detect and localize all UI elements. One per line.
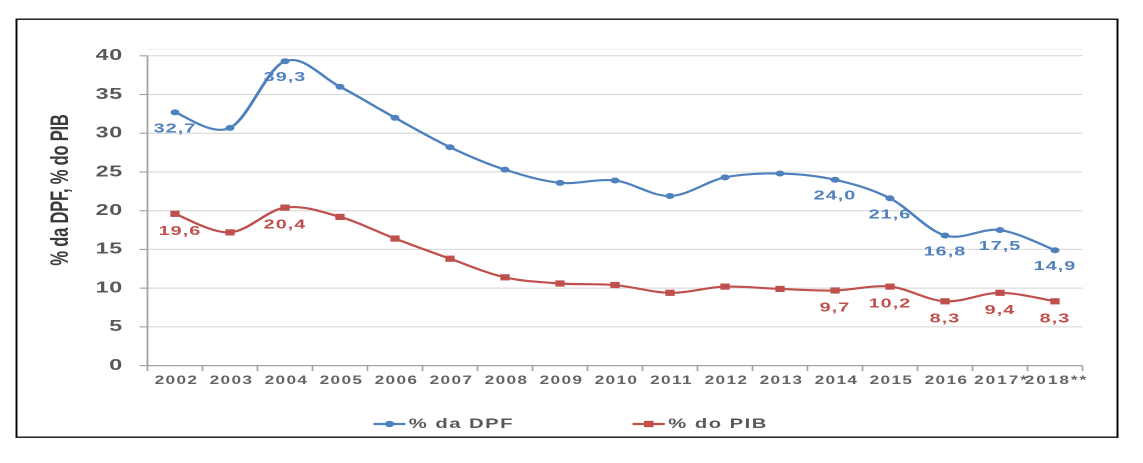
- svg-text:0: 0: [109, 357, 123, 374]
- svg-text:35: 35: [96, 85, 123, 102]
- svg-text:2008: 2008: [485, 375, 529, 388]
- svg-text:14,9: 14,9: [1034, 258, 1077, 273]
- svg-text:2007: 2007: [430, 375, 474, 388]
- svg-text:17,5: 17,5: [979, 238, 1022, 253]
- svg-text:21,6: 21,6: [869, 207, 912, 222]
- svg-text:16,8: 16,8: [924, 244, 967, 259]
- svg-text:15: 15: [96, 240, 123, 257]
- svg-text:10,2: 10,2: [869, 296, 912, 311]
- svg-text:2013: 2013: [760, 375, 804, 388]
- svg-text:2010: 2010: [595, 375, 639, 388]
- svg-text:5: 5: [109, 318, 123, 335]
- svg-text:30: 30: [96, 124, 123, 141]
- svg-text:40: 40: [96, 47, 123, 64]
- svg-text:% da DPF: % da DPF: [409, 415, 514, 431]
- svg-text:32,7: 32,7: [154, 121, 197, 136]
- svg-text:24,0: 24,0: [814, 188, 857, 203]
- svg-text:25: 25: [96, 163, 123, 180]
- svg-text:2003: 2003: [210, 375, 254, 388]
- svg-text:2005: 2005: [320, 375, 364, 388]
- svg-text:39,3: 39,3: [264, 69, 307, 84]
- svg-text:8,3: 8,3: [930, 311, 961, 326]
- svg-text:2012: 2012: [705, 375, 749, 388]
- svg-text:10: 10: [96, 279, 123, 296]
- svg-text:2015: 2015: [870, 375, 914, 388]
- svg-text:20,4: 20,4: [264, 217, 307, 232]
- svg-text:9,4: 9,4: [985, 302, 1016, 317]
- svg-text:2016: 2016: [925, 375, 969, 388]
- svg-text:2004: 2004: [265, 375, 309, 388]
- svg-text:2017*: 2017*: [974, 375, 1029, 388]
- svg-text:2009: 2009: [540, 375, 584, 388]
- svg-text:9,7: 9,7: [820, 300, 851, 315]
- svg-text:20: 20: [96, 202, 123, 219]
- svg-text:8,3: 8,3: [1040, 311, 1071, 326]
- svg-text:2002: 2002: [155, 375, 199, 388]
- svg-text:2018**: 2018**: [1025, 375, 1088, 388]
- svg-text:19,6: 19,6: [159, 223, 202, 238]
- svg-text:% do PIB: % do PIB: [668, 415, 768, 431]
- svg-text:% da DPF, % do PIB: % da DPF, % do PIB: [47, 114, 74, 265]
- svg-text:2011: 2011: [650, 375, 693, 388]
- svg-text:2006: 2006: [375, 375, 419, 388]
- svg-text:2014: 2014: [815, 375, 859, 388]
